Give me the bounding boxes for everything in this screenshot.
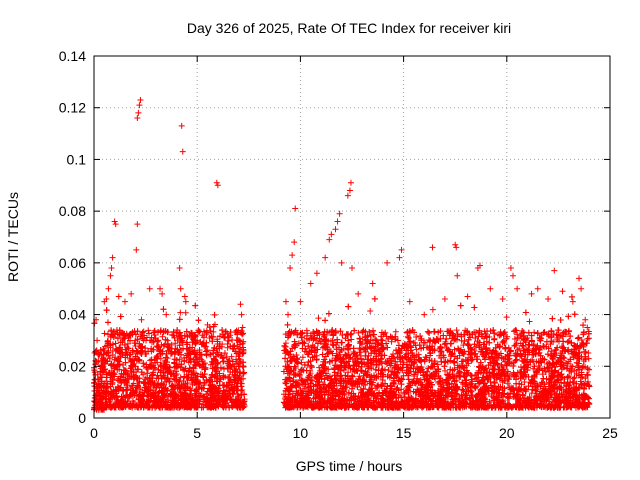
data-point	[315, 315, 322, 322]
data-point	[539, 371, 546, 378]
data-point	[388, 338, 395, 345]
data-point	[538, 379, 545, 386]
data-point	[442, 367, 449, 374]
data-point	[181, 354, 188, 361]
data-point	[564, 347, 571, 354]
data-point	[359, 329, 366, 336]
data-point	[224, 382, 231, 389]
data-point	[584, 365, 591, 372]
data-point	[547, 341, 554, 348]
data-point	[177, 374, 184, 381]
data-point	[528, 390, 535, 397]
data-point	[145, 330, 152, 337]
data-point	[217, 365, 224, 372]
data-point	[140, 371, 147, 378]
data-point	[138, 369, 145, 376]
data-point	[570, 379, 577, 386]
data-point	[429, 306, 436, 313]
data-point	[145, 327, 152, 334]
data-point	[434, 361, 441, 368]
chart-title: Day 326 of 2025, Rate Of TEC Index for r…	[187, 20, 511, 36]
data-point	[212, 364, 219, 371]
data-point	[453, 327, 460, 334]
data-point	[135, 356, 142, 363]
data-point	[108, 327, 115, 334]
data-point	[140, 363, 147, 370]
data-point	[521, 378, 528, 385]
data-point	[585, 355, 592, 362]
data-point	[372, 336, 379, 343]
grid-lines	[94, 56, 610, 418]
data-point	[585, 350, 592, 357]
data-point	[555, 327, 562, 334]
data-point	[224, 344, 231, 351]
data-point	[450, 375, 457, 382]
data-point	[172, 340, 179, 347]
data-point	[394, 337, 401, 344]
data-point	[367, 308, 374, 315]
data-point	[447, 366, 454, 373]
data-point	[413, 346, 420, 353]
data-point	[460, 342, 467, 349]
data-point	[574, 335, 581, 342]
data-point	[571, 367, 578, 374]
data-point	[451, 346, 458, 353]
data-point	[531, 329, 538, 336]
data-point	[392, 328, 399, 335]
data-point	[460, 331, 467, 338]
data-point	[442, 359, 449, 366]
data-point	[516, 345, 523, 352]
data-point	[182, 309, 189, 316]
data-point	[177, 309, 184, 316]
data-point	[301, 385, 308, 392]
data-point	[303, 327, 310, 334]
data-point	[582, 375, 589, 382]
data-point	[198, 356, 205, 363]
data-point	[293, 352, 300, 359]
data-points	[91, 96, 593, 413]
data-point	[124, 340, 131, 347]
data-point	[299, 354, 306, 361]
data-point	[355, 392, 362, 399]
data-point	[207, 361, 214, 368]
data-point	[503, 314, 510, 321]
data-point	[530, 365, 537, 372]
data-point	[526, 318, 533, 325]
data-point	[316, 364, 323, 371]
data-point	[159, 333, 166, 340]
data-point	[109, 352, 116, 359]
data-point	[578, 337, 585, 344]
data-point	[429, 397, 436, 404]
